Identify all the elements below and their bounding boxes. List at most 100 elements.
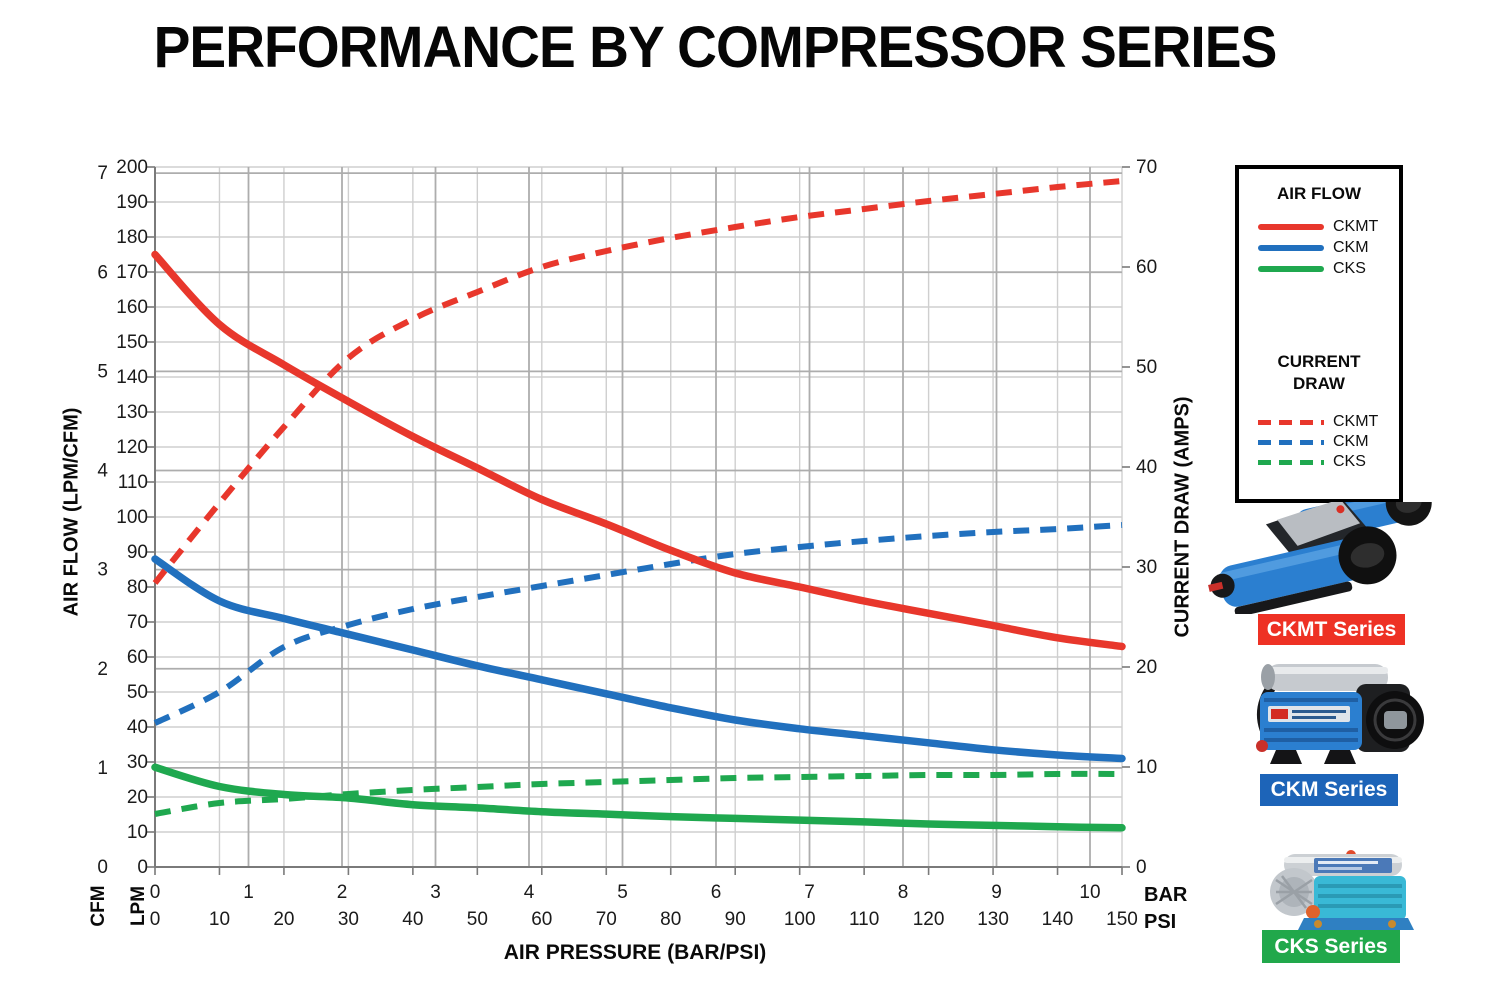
lpm-tick-label: 30	[127, 752, 148, 773]
lpm-tick-label: 40	[127, 717, 148, 738]
lpm-tick-label: 110	[118, 472, 148, 493]
psi-tick-label: 70	[596, 909, 617, 930]
psi-tick-label: 80	[660, 909, 681, 930]
cks-solid-line-swatch	[1258, 266, 1324, 272]
ckmt-solid-line-swatch	[1258, 224, 1324, 230]
legend-label-ckmt: CKMT	[1333, 218, 1379, 235]
cfm-tick-label: 5	[97, 361, 108, 382]
psi-tick-label: 30	[338, 909, 359, 930]
ckm-compressor-photo	[1256, 664, 1424, 764]
psi-tick-label: 140	[1042, 909, 1074, 930]
ckmt-compressor-photo	[1208, 502, 1432, 614]
lpm-tick-label: 90	[127, 542, 148, 563]
psi-tick-label: 120	[913, 909, 945, 930]
lpm-tick-label: 190	[116, 192, 148, 213]
lpm-tick-label: 200	[116, 157, 148, 178]
cfm-tick-label: 2	[97, 659, 108, 680]
cfm-tick-label: 7	[97, 163, 108, 184]
product-ckm: CKM Series	[1238, 658, 1428, 806]
legend-row-current-ckm: CKM	[1258, 433, 1369, 450]
legend-currentdraw-word1: CURRENT	[1277, 352, 1361, 371]
psi-tick-label: 20	[273, 909, 294, 930]
amps-tick-label: 0	[1136, 857, 1147, 878]
cks-dashed-line-swatch	[1258, 459, 1324, 465]
lpm-tick-label: 50	[127, 682, 148, 703]
x-axis-title: AIR PRESSURE (BAR/PSI)	[503, 941, 767, 964]
lpm-tick-label: 100	[116, 507, 148, 528]
amps-tick-label: 30	[1136, 557, 1157, 578]
lpm-tick-label: 150	[116, 332, 148, 353]
psi-tick-label: 50	[467, 909, 488, 930]
lpm-tick-label: 180	[116, 227, 148, 248]
psi-tick-label: 40	[402, 909, 423, 930]
psi-tick-label: 90	[725, 909, 746, 930]
psi-tick-label: 60	[531, 909, 552, 930]
lpm-tick-label: 120	[116, 437, 148, 458]
bar-unit-label: BAR	[1144, 884, 1188, 906]
ckm-series-label: CKM Series	[1260, 774, 1398, 806]
bar-tick-label: 6	[711, 882, 722, 903]
lpm-tick-label: 0	[137, 857, 148, 878]
psi-tick-label: 110	[849, 909, 879, 930]
product-ckmt: CKMT Series	[1205, 502, 1445, 645]
bar-tick-label: 4	[524, 882, 535, 903]
curve-ckmt-flow	[151, 250, 1126, 651]
lpm-unit-label: LPM	[128, 885, 149, 927]
lpm-tick-label: 170	[116, 262, 148, 283]
bar-tick-label: 10	[1079, 882, 1100, 903]
ckmt-dashed-line-swatch	[1258, 419, 1324, 425]
legend-label-cks-dashed: CKS	[1333, 453, 1366, 470]
psi-tick-label: 150	[1106, 909, 1138, 930]
bar-tick-label: 7	[804, 882, 815, 903]
bar-tick-label: 1	[243, 882, 254, 903]
product-cks: CKS Series	[1256, 850, 1426, 963]
amps-tick-label: 10	[1136, 757, 1157, 778]
cfm-tick-label: 6	[97, 262, 108, 283]
curve-cks-flow	[151, 763, 1126, 832]
cks-compressor-photo	[1270, 850, 1414, 930]
legend-row-current-ckmt: CKMT	[1258, 413, 1379, 430]
lpm-tick-label: 160	[116, 297, 148, 318]
amps-tick-label: 70	[1136, 157, 1157, 178]
legend-label-cks: CKS	[1333, 260, 1366, 277]
legend-label-ckm-dashed: CKM	[1333, 433, 1369, 450]
amps-tick-label: 20	[1136, 657, 1157, 678]
lpm-tick-label: 10	[127, 822, 148, 843]
left-axis-title: AIR FLOW (LPM/CFM)	[60, 407, 83, 617]
curve-ckm-current	[153, 522, 1123, 726]
lpm-tick-label: 20	[127, 787, 148, 808]
right-axis-title: CURRENT DRAW (AMPS)	[1171, 396, 1194, 638]
legend-airflow-header: AIR FLOW	[1276, 184, 1362, 203]
bar-tick-label: 3	[430, 882, 441, 903]
amps-tick-label: 60	[1136, 257, 1157, 278]
bar-tick-label: 2	[337, 882, 348, 903]
bar-tick-label: 8	[898, 882, 909, 903]
ckm-dashed-line-swatch	[1258, 439, 1324, 445]
cfm-tick-label: 4	[97, 461, 108, 482]
psi-tick-label: 130	[977, 909, 1009, 930]
legend-row-airflow-ckm: CKM	[1258, 240, 1369, 256]
psi-unit-label: PSI	[1144, 911, 1177, 933]
ckmt-series-label: CKMT Series	[1258, 614, 1405, 645]
legend-label-ckmt-dashed: CKMT	[1333, 413, 1379, 430]
bar-tick-label: 0	[150, 882, 161, 903]
psi-tick-label: 100	[784, 909, 816, 930]
psi-tick-label: 0	[150, 909, 161, 930]
legend-row-airflow-cks: CKS	[1258, 260, 1366, 277]
bar-tick-label: 9	[991, 882, 1002, 903]
curve-ckm-flow	[151, 555, 1126, 763]
lpm-tick-label: 130	[116, 402, 148, 423]
bar-tick-label: 5	[617, 882, 628, 903]
lpm-tick-label: 60	[127, 647, 148, 668]
psi-tick-label: 10	[209, 909, 230, 930]
amps-tick-label: 50	[1136, 357, 1157, 378]
cfm-tick-label: 1	[97, 758, 108, 779]
lpm-tick-label: 140	[116, 367, 148, 388]
curve-ckmt-current	[152, 178, 1123, 585]
lpm-tick-label: 70	[127, 612, 148, 633]
page-title: PERFORMANCE BY COMPRESSOR SERIES	[153, 15, 1278, 80]
cfm-tick-label: 3	[97, 560, 108, 581]
cks-series-label: CKS Series	[1262, 930, 1400, 963]
legend-currentdraw-header: CURRENT DRAW	[1239, 351, 1399, 395]
